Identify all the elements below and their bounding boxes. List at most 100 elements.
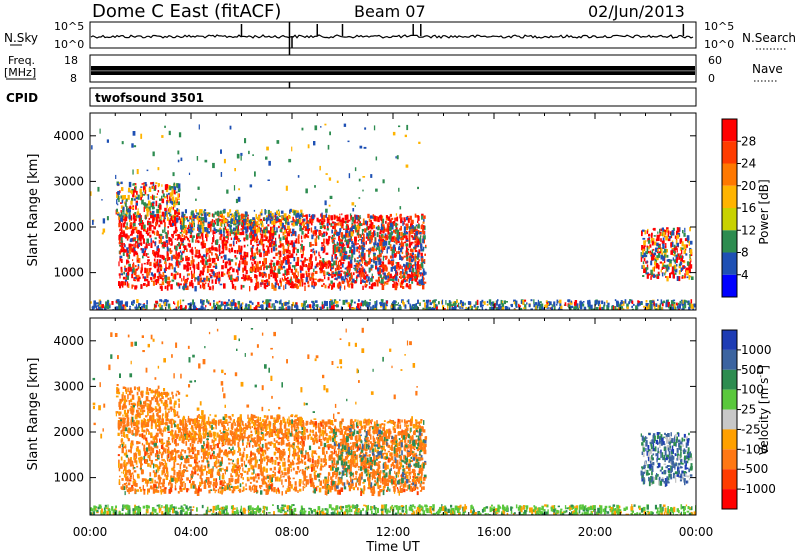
echo-cell [687,300,690,305]
echo-cell [327,266,330,269]
echo-cell [119,284,121,288]
echo-cell [350,300,353,306]
echo-cell [647,238,650,242]
echo-cell [102,218,106,224]
echo-cell [668,266,670,270]
echo-cell [322,234,325,238]
echo-cell [119,239,121,245]
echo-cell [216,304,219,310]
echo-cell [205,305,207,308]
echo-cell [399,206,402,210]
echo-cell [229,226,232,230]
echo-cell [403,231,406,234]
echo-cell [666,259,669,262]
echo-cell [355,236,357,242]
echo-cell [305,188,308,194]
echo-cell [233,278,237,282]
echo-cell [162,229,164,233]
echo-cell [162,272,165,277]
echo-cell [687,267,689,272]
echo-cell [411,228,414,232]
echo-cell [293,257,296,262]
echo-cell [171,255,173,261]
echo-cell [178,132,182,138]
echo-cell [368,253,370,258]
echo-cell [126,263,128,265]
echo-cell [290,484,293,489]
echo-cell [649,250,652,253]
echo-cell [385,255,388,259]
echo-cell [260,213,263,216]
echo-cell [587,300,589,305]
echo-cell [327,285,330,289]
echo-cell [227,258,231,261]
echo-cell [305,300,307,304]
echo-cell [391,217,394,220]
echo-cell [422,238,424,244]
echo-cell [497,304,501,308]
echo-cell [131,143,134,148]
echo-cell [135,205,137,210]
echo-cell [228,248,231,250]
echo-cell [404,276,407,279]
echo-cell [104,305,107,308]
echo-cell [411,271,413,275]
echo-cell [318,254,321,257]
echo-cell [157,167,160,171]
echo-cell [261,304,264,310]
echo-cell [146,238,149,244]
echo-cell [312,230,316,235]
echo-cell [677,308,680,310]
echo-cell [287,225,290,230]
echo-cell [379,253,382,258]
echo-cell [226,307,230,310]
echo-cell [415,224,418,227]
echo-cell [185,256,188,262]
echo-cell [242,220,244,225]
echo-cell [182,285,185,291]
echo-cell [660,299,663,305]
echo-cell [496,300,498,306]
echo-cell [157,248,160,253]
echo-cell [663,248,667,253]
echo-cell [410,229,413,235]
echo-cell [158,234,161,239]
echo-cell [350,215,353,220]
echo-cell [356,278,358,282]
echo-cell [132,169,134,175]
echo-cell [128,214,131,220]
echo-cell [172,254,175,259]
echo-cell [267,302,271,308]
echo-cell [132,223,136,227]
echo-cell [204,217,208,223]
echo-cell [119,234,122,238]
echo-cell [660,238,662,242]
echo-cell [99,305,102,310]
echo-cell [292,301,295,307]
echo-cell [396,223,399,226]
echo-cell [339,242,342,247]
echo-cell [332,244,335,250]
echo-cell [402,233,405,236]
echo-cell [642,248,645,251]
echo-cell [354,227,357,231]
echo-cell [98,301,100,306]
echo-cell [372,224,374,228]
echo-cell [143,283,146,286]
echo-cell [114,306,118,310]
echo-cell [515,300,518,305]
echo-cell [394,265,396,271]
echo-cell [197,276,200,282]
echo-cell [305,221,309,224]
echo-cell [418,270,420,272]
echo-cell [168,192,170,195]
echo-cell [201,236,204,240]
echo-cell [247,244,249,247]
echo-cell [196,156,199,161]
echo-cell [291,265,295,268]
echo-cell [381,229,384,232]
echo-cell [155,251,157,255]
echo-cell [137,430,140,433]
echo-cell [569,306,572,310]
echo-cell [329,308,332,310]
